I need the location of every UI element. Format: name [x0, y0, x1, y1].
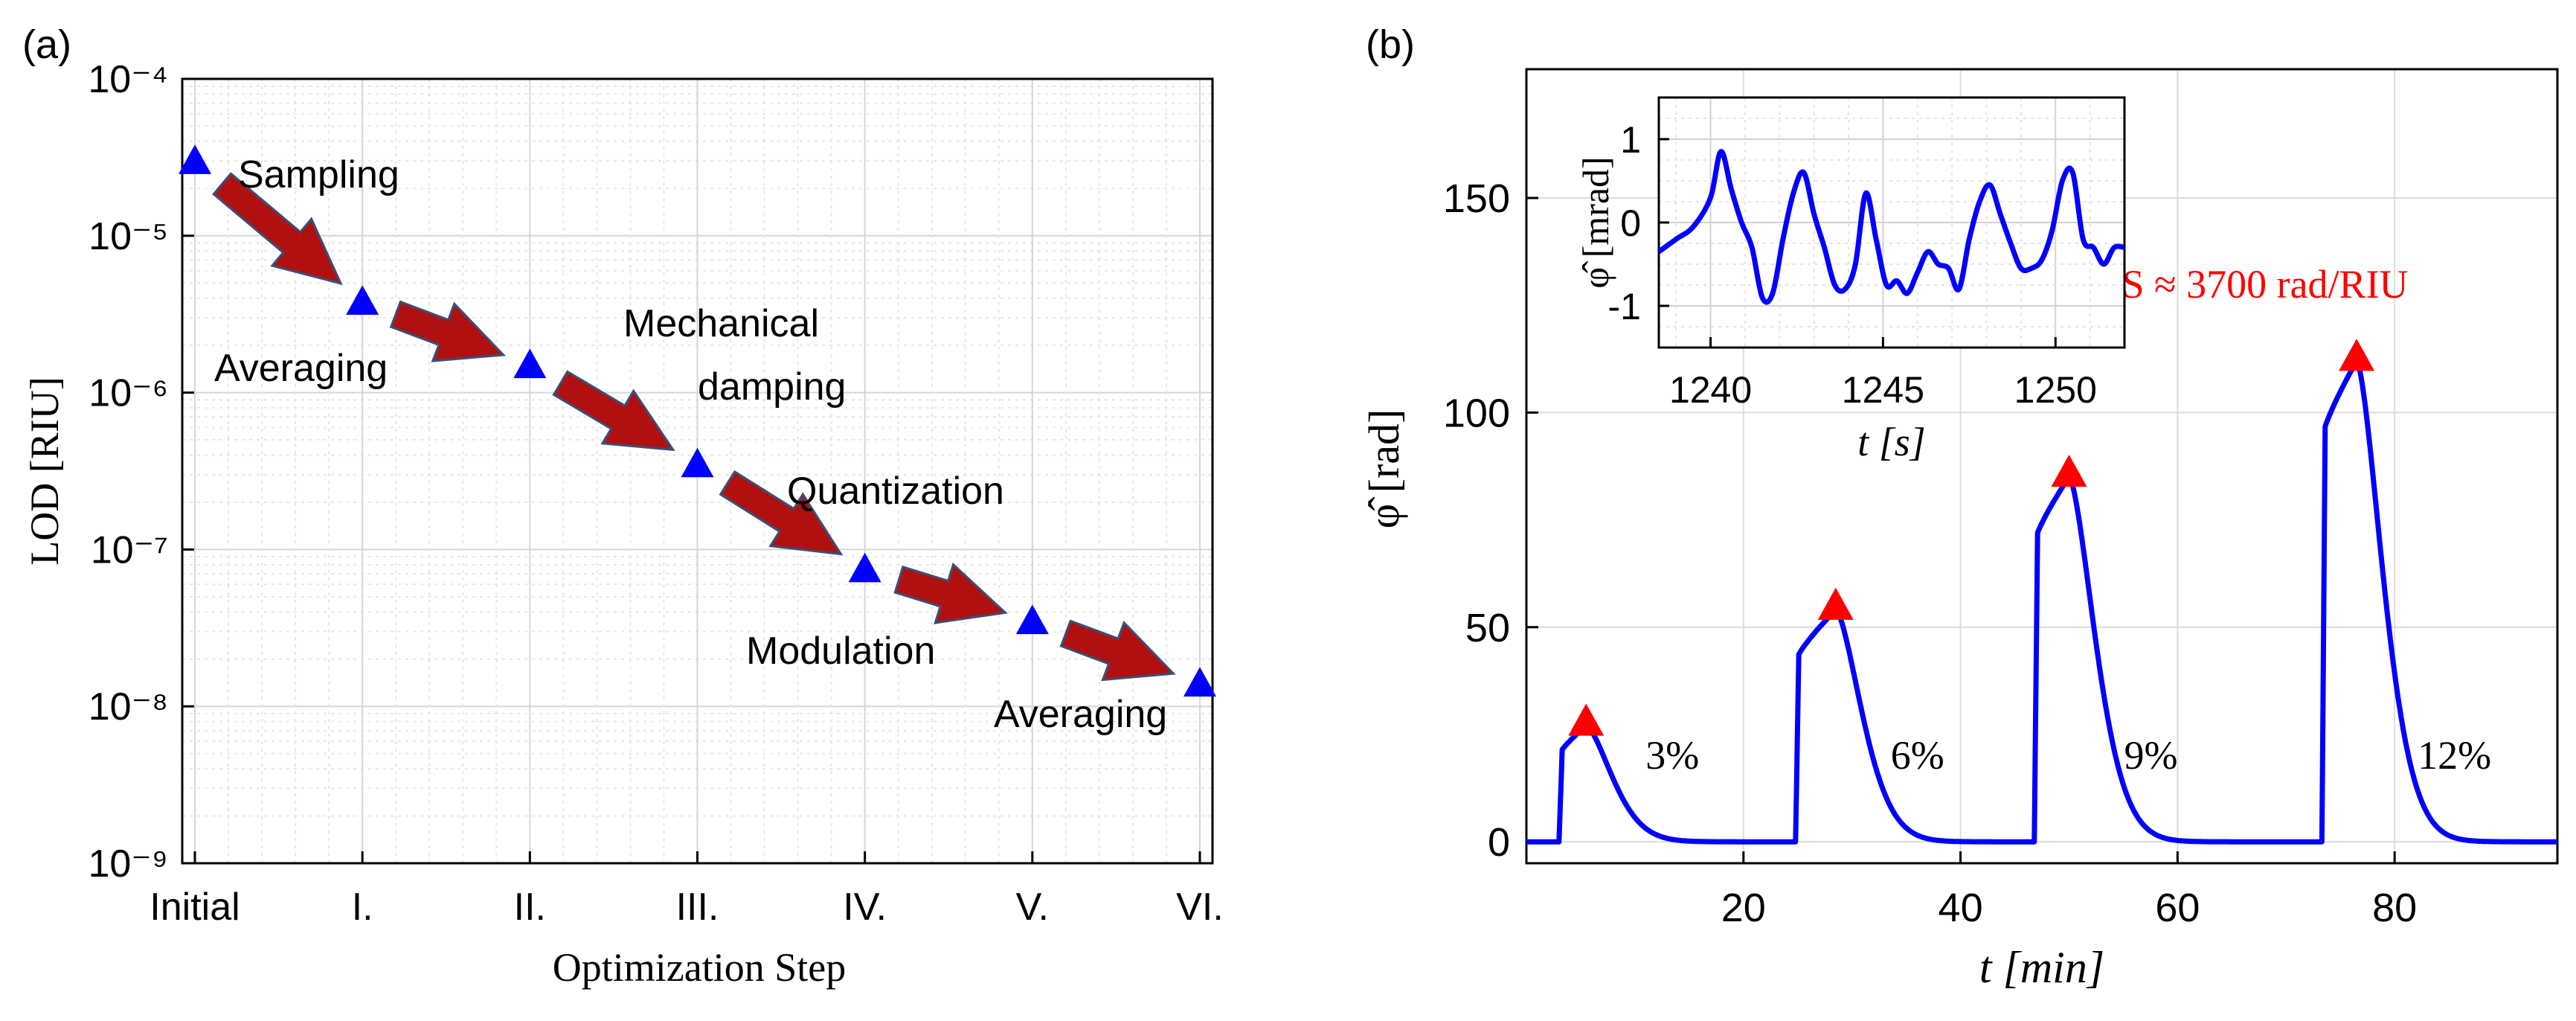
panel-b-label: (b) [1366, 22, 1415, 67]
concentration-label: 6% [1891, 733, 1944, 778]
lod-point [848, 552, 881, 583]
lod-point [513, 348, 547, 379]
inset-x-ticks: 1240 1245 1250 [1669, 337, 2097, 411]
inset-x-tick-label: 1250 [2014, 369, 2097, 411]
step-label-quantization: Quantization [787, 470, 1004, 513]
peak-marker [2339, 339, 2375, 371]
panel-a-arrows [212, 172, 1176, 682]
step-label-mechanical: Mechanical [623, 302, 819, 345]
y-tick-label: 10⁻⁹ [88, 842, 168, 886]
x-tick-label: 40 [1939, 886, 1983, 930]
peak-marker [2051, 454, 2087, 487]
inset-signal-line [1657, 149, 2125, 305]
concentration-label: 9% [2124, 733, 2177, 778]
panel-a-label: (a) [22, 22, 71, 67]
panel-b-peak-markers: 3% 6% 9% 12% [1568, 339, 2491, 778]
peak-marker [1568, 703, 1605, 736]
step-arrow [719, 470, 844, 556]
y-tick-label: 10⁻⁵ [89, 215, 168, 258]
concentration-label: 12% [2418, 733, 2491, 778]
panel-a-y-axis-label: LOD [RIU] [22, 377, 67, 565]
panel-a-x-ticks: Initial I. II. III. IV. V. VI. [150, 851, 1224, 929]
inset-x-tick-label: 1240 [1669, 369, 1752, 411]
x-tick-label: Initial [150, 886, 240, 929]
inset-y-tick-label: -1 [1608, 286, 1641, 327]
lod-point [179, 144, 211, 174]
step-arrow [893, 562, 1008, 624]
panel-b-y-axis-label: φ̂ [rad] [1360, 409, 1408, 529]
lod-point [681, 447, 714, 478]
step-arrow [552, 370, 675, 452]
y-tick-label: 150 [1443, 176, 1510, 221]
x-tick-label: 80 [2372, 886, 2417, 930]
step-label-damping: damping [698, 365, 846, 409]
step-arrow [389, 300, 507, 362]
lod-point [1183, 667, 1216, 697]
inset-y-ticks: 1 0 -1 [1608, 119, 1669, 327]
inset-y-tick-label: 0 [1620, 202, 1641, 244]
y-tick-label: 0 [1488, 820, 1510, 865]
lod-point [346, 285, 379, 315]
step-arrow [1059, 619, 1176, 682]
inset-x-tick-label: 1245 [1842, 369, 1924, 411]
x-tick-label: 60 [2155, 886, 2200, 930]
y-tick-label: 10⁻⁸ [89, 685, 168, 729]
step-label-averaging-1: Averaging [214, 347, 388, 390]
x-tick-label: 20 [1721, 886, 1766, 930]
y-tick-label: 10⁻⁴ [88, 58, 168, 101]
panel-a-y-ticks: 10⁻⁴ 10⁻⁵ 10⁻⁶ 10⁻⁷ 10⁻⁸ 10⁻⁹ [88, 58, 194, 886]
y-tick-label: 50 [1465, 606, 1510, 650]
x-tick-label: II. [514, 886, 546, 929]
inset-y-tick-label: 1 [1620, 119, 1641, 161]
panel-a-x-axis-label: Optimization Step [553, 945, 846, 990]
x-tick-label: IV. [843, 886, 887, 929]
y-tick-label: 100 [1443, 391, 1510, 435]
step-label-modulation: Modulation [746, 630, 935, 673]
panel-b-x-axis-label: t [min] [1979, 943, 2104, 992]
panel-b-y-ticks: 0 50 100 150 [1443, 176, 1538, 865]
y-tick-label: 10⁻⁷ [91, 528, 168, 572]
sensitivity-label: S ≈ 3700 rad/RIU [2121, 262, 2408, 307]
x-tick-label: VI. [1176, 886, 1224, 929]
peak-marker [1817, 587, 1854, 620]
x-tick-label: III. [676, 886, 719, 929]
step-label-averaging-2: Averaging [994, 693, 1167, 736]
y-tick-label: 10⁻⁶ [89, 372, 168, 415]
panel-b-signal-line [1525, 358, 2559, 845]
inset-y-axis-label: φ̂ [mrad] [1575, 156, 1616, 288]
panel-a-points [179, 144, 1216, 697]
lod-point [1015, 604, 1049, 635]
step-arrow [212, 172, 343, 286]
inset-x-axis-label: t [s] [1857, 420, 1926, 464]
x-tick-label: I. [352, 886, 373, 929]
concentration-label: 3% [1645, 733, 1699, 778]
x-tick-label: V. [1016, 886, 1049, 929]
step-label-sampling: Sampling [238, 153, 399, 196]
panel-b-x-ticks: 20 40 60 80 [1721, 851, 2417, 930]
